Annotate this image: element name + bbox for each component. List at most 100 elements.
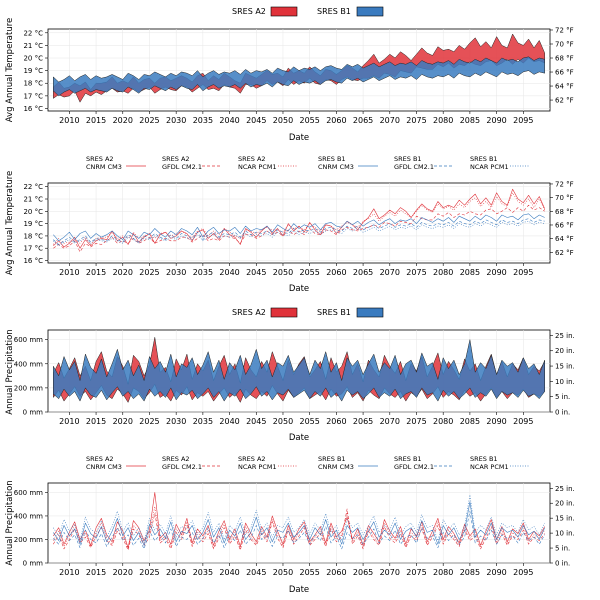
legend-line-model: NCAR PCM1 [238, 163, 277, 171]
y-tick-label-right: 5 in. [555, 545, 570, 553]
legend-label-b1: SRES B1 [317, 7, 351, 16]
x-axis: 2010 2015 2020 2025 2030 2035 2040 2045 2050 2055… [59, 563, 533, 577]
legend-precip-ribbon: SRES A2 SRES B1 [232, 307, 384, 318]
y-axis-title: Annual Precipitation [5, 329, 15, 414]
x-tick-label: 2030 [166, 568, 186, 577]
y-tick-label-left: 20 °C [23, 55, 43, 63]
x-tick-label: 2030 [166, 116, 186, 125]
x-axis: 2010 2015 2020 2025 2030 2035 2040 2045 2050 2055… [59, 263, 533, 277]
y-tick-label-left: 0 mm [23, 560, 43, 568]
x-tick-label: 2070 [380, 268, 400, 277]
y-tick-label-right: 68 °F [555, 55, 574, 63]
y-tick-label-left: 19 °C [23, 220, 43, 228]
line-sres-a2-cnrm-cm3 [53, 492, 545, 548]
temp-ribbon-panel: 16 °C 17 °C 18 °C 19 °C 20 °C 21 °C 22 °C 62 °… [5, 18, 574, 143]
temp-lines [53, 188, 545, 253]
x-tick-label: 2050 [273, 568, 293, 577]
legend-line-scenario: SRES A2 [238, 455, 266, 463]
y-tick-label-right: 0 in. [555, 560, 570, 568]
y-tick-label-left: 200 mm [14, 384, 43, 392]
x-tick-label: 2095 [513, 417, 533, 426]
y-tick-label-right: 70 °F [555, 194, 574, 202]
x-tick-label: 2035 [193, 568, 213, 577]
y-tick-label-right: 68 °F [555, 208, 574, 216]
y-tick-label-left: 17 °C [23, 245, 43, 253]
x-tick-label: 2095 [513, 568, 533, 577]
legend-label-a2: SRES A2 [232, 7, 266, 16]
x-tick-label: 2090 [486, 417, 506, 426]
legend-line-model: GFDL CM2.1 [394, 163, 434, 171]
x-tick-label: 2070 [380, 417, 400, 426]
y-tick-label-right: 10 in. [555, 530, 575, 538]
x-tick-label: 2030 [166, 268, 186, 277]
y-tick-label-left: 21 °C [23, 196, 43, 204]
temp-ribbons [53, 33, 545, 103]
y-tick-label-left: 16 °C [23, 105, 43, 113]
x-axis-title: Date [289, 585, 309, 595]
x-tick-label: 2075 [406, 568, 426, 577]
line-sres-a2-ncar-pcm1 [53, 192, 545, 245]
y-tick-label-right: 20 in. [555, 500, 575, 508]
y-axis-left: 16 °C 17 °C 18 °C 19 °C 20 °C 21 °C 22 °C [23, 29, 48, 113]
x-tick-label: 2040 [219, 417, 239, 426]
y-tick-label-left: 600 mm [14, 336, 43, 344]
y-tick-label-right: 66 °F [555, 221, 574, 229]
ribbon-sres-b1 [53, 56, 545, 97]
legend-swatch-a2 [270, 6, 298, 17]
grid-lines [48, 183, 550, 263]
x-tick-label: 2045 [246, 568, 266, 577]
legend-temp-ribbon: SRES A2 SRES B1 [232, 6, 384, 17]
legend-swatch-a2 [270, 307, 298, 318]
grid-lines [48, 483, 550, 564]
x-tick-label: 2015 [86, 116, 106, 125]
y-tick-label-left: 400 mm [14, 360, 43, 368]
x-axis: 2010 2015 2020 2025 2030 2035 2040 2045 2050 2055… [59, 111, 533, 125]
x-tick-label: 2055 [300, 268, 320, 277]
y-axis-right: 0 in. 5 in. 10 in. 15 in. 20 in. 25 in. [550, 332, 575, 417]
y-tick-label-left: 600 mm [14, 489, 43, 497]
y-axis-title: Avg Annual Temperature [5, 18, 15, 123]
legend-line-model: CNRM CM3 [86, 463, 122, 471]
x-tick-label: 2075 [406, 268, 426, 277]
line-sres-b1-gfdl-cm2-1 [53, 218, 545, 245]
legend-line-scenario: SRES B1 [394, 155, 422, 163]
legend-line-model: GFDL CM2.1 [394, 463, 434, 471]
y-tick-label-right: 25 in. [555, 485, 575, 493]
legend-line-scenario: SRES A2 [162, 155, 190, 163]
x-tick-label: 2050 [273, 116, 293, 125]
y-tick-label-left: 19 °C [23, 67, 43, 75]
legend-line-scenario: SRES B1 [318, 455, 346, 463]
x-axis-title: Date [289, 433, 309, 443]
x-tick-label: 2090 [486, 116, 506, 125]
y-tick-label-right: 10 in. [555, 378, 575, 386]
y-axis-right: 62 °F 64 °F 66 °F 68 °F 70 °F 72 °F [550, 26, 574, 105]
x-tick-label: 2055 [300, 116, 320, 125]
x-tick-label: 2065 [353, 116, 373, 125]
legend-label-b1: SRES B1 [317, 308, 351, 317]
legend-line-scenario: SRES A2 [86, 455, 114, 463]
y-tick-label-left: 18 °C [23, 232, 43, 240]
y-tick-label-left: 400 mm [14, 512, 43, 520]
y-axis-title: Avg Annual Temperature [5, 171, 15, 276]
line-sres-a2-gfdl-cm2-1 [53, 508, 545, 551]
x-tick-label: 2050 [273, 268, 293, 277]
x-tick-label: 2015 [86, 268, 106, 277]
legend-line-model: CNRM CM3 [318, 463, 354, 471]
y-tick-label-right: 72 °F [555, 26, 574, 34]
x-tick-label: 2060 [326, 116, 346, 125]
x-tick-label: 2010 [59, 116, 79, 125]
x-tick-label: 2055 [300, 568, 320, 577]
y-tick-label-left: 22 °C [23, 183, 43, 191]
x-tick-label: 2080 [433, 568, 453, 577]
y-tick-label-left: 22 °C [23, 29, 43, 37]
y-tick-label-right: 15 in. [555, 515, 575, 523]
x-tick-label: 2020 [113, 417, 133, 426]
x-tick-label: 2060 [326, 268, 346, 277]
y-tick-label-left: 200 mm [14, 536, 43, 544]
legend-line-scenario: SRES A2 [162, 455, 190, 463]
line-sres-b1-ncar-pcm1 [53, 220, 545, 247]
x-tick-label: 2045 [246, 268, 266, 277]
y-tick-label-right: 5 in. [555, 393, 570, 401]
x-tick-label: 2055 [300, 417, 320, 426]
